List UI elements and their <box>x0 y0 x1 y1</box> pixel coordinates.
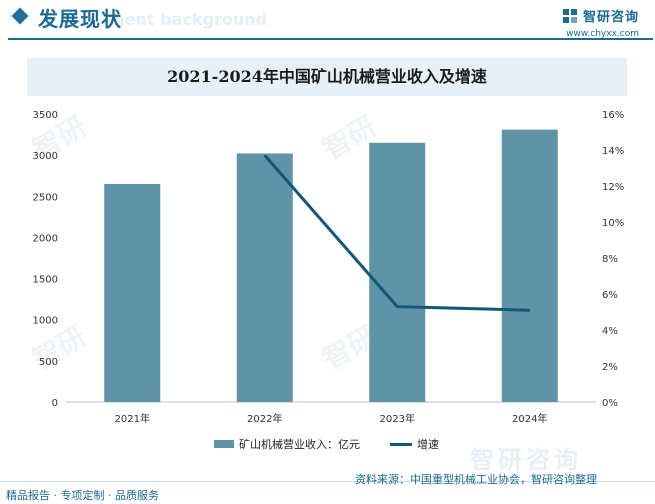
legend-swatch-revenue <box>214 440 234 448</box>
y-right-tick-label: 12% <box>602 182 624 193</box>
y-left-tick-label: 2000 <box>33 233 58 244</box>
chart-title: 2021-2024年中国矿山机械营业收入及增速 <box>167 67 487 86</box>
bar <box>104 183 161 402</box>
x-tick-label: 2022年 <box>247 412 282 425</box>
y-left-tick-label: 3000 <box>33 151 58 162</box>
y-right-tick-label: 4% <box>602 326 618 337</box>
y-left-tick-label: 1500 <box>33 275 58 286</box>
x-tick-label: 2021年 <box>115 412 150 425</box>
y-right-tick-label: 2% <box>602 362 618 373</box>
page-title: 发展现状 <box>38 7 122 31</box>
y-right-tick-label: 14% <box>602 146 624 157</box>
growth-point <box>529 309 531 311</box>
legend-swatch-growth <box>390 442 412 446</box>
brand-logo-icon <box>562 8 577 23</box>
legend-label-revenue: 矿山机械营业收入：亿元 <box>239 438 360 451</box>
y-right-tick-label: 10% <box>602 218 624 229</box>
growth-point <box>396 306 398 308</box>
brand-url: www.chyxx.com <box>566 29 639 39</box>
x-tick-label: 2024年 <box>512 412 547 425</box>
y-right-tick-label: 6% <box>602 290 618 301</box>
legend: 矿山机械营业收入：亿元 增速 <box>214 436 439 452</box>
bar <box>501 129 558 403</box>
footer-tagline: 精品报告 · 专项定制 · 品质服务 <box>6 489 159 502</box>
brand-name: 智研咨询 <box>582 10 639 25</box>
bar <box>236 153 293 402</box>
y-right-tick-label: 0% <box>602 398 618 409</box>
brand: 智研咨询 <box>562 6 639 25</box>
y-left-tick-label: 0 <box>52 398 58 409</box>
bar <box>369 142 426 403</box>
header-background-text: ment background <box>108 10 268 29</box>
header-divider <box>8 38 653 40</box>
header: ment background 发展现状 智研咨询 www.chyxx.com <box>0 0 655 42</box>
growth-point <box>264 154 266 156</box>
y-left-tick-label: 3500 <box>33 110 58 121</box>
legend-label-growth: 增速 <box>417 438 439 451</box>
y-left-tick-label: 2500 <box>33 192 58 203</box>
y-left-tick-label: 500 <box>39 357 58 368</box>
footer-divider <box>0 481 655 482</box>
footer-background-logo: 智研咨询 <box>470 446 582 474</box>
x-tick-label: 2023年 <box>380 412 415 425</box>
data-source: 资料来源：中国重型机械工业协会，智研咨询整理 <box>355 473 597 486</box>
y-right-tick-label: 16% <box>602 110 624 121</box>
y-left-tick-label: 1000 <box>33 316 58 327</box>
chart-title-bar: 2021-2024年中国矿山机械营业收入及增速 <box>27 58 627 96</box>
y-right-tick-label: 8% <box>602 254 618 265</box>
